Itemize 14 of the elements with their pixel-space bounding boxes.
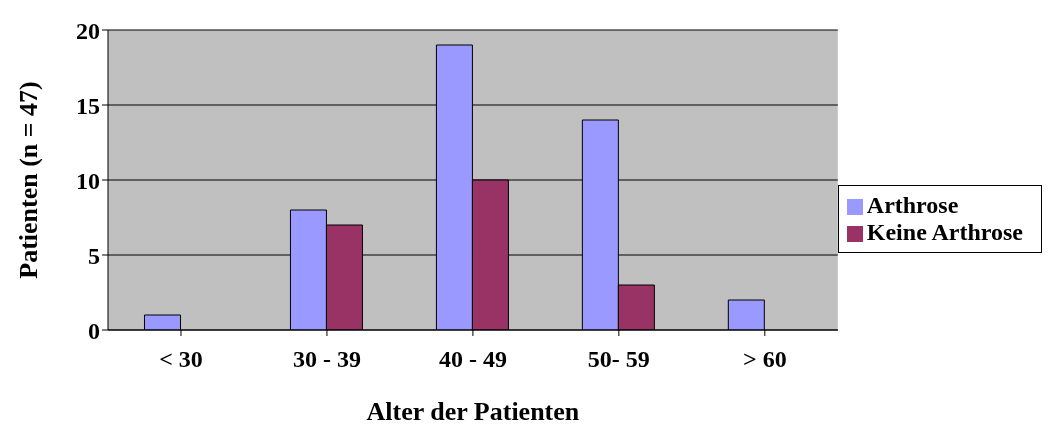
x-axis-title: Alter der Patienten [366, 397, 580, 426]
y-tick-label: 5 [88, 242, 100, 269]
legend-label: Arthrose [866, 192, 959, 218]
legend-label: Keine Arthrose [866, 219, 1023, 245]
y-tick-label: 10 [76, 167, 100, 194]
x-tick-label: 50- 59 [587, 346, 650, 373]
y-tick-label: 20 [76, 17, 100, 44]
y-axis-title: Patienten (n = 47) [14, 81, 44, 279]
x-tick-label: 30 - 39 [292, 346, 361, 373]
y-tick-label: 0 [88, 317, 100, 344]
x-tick-label: < 30 [159, 346, 203, 373]
y-tick-label: 15 [76, 92, 100, 119]
x-tick-label: > 60 [742, 346, 787, 373]
x-tick-label: 40 - 49 [438, 346, 507, 373]
